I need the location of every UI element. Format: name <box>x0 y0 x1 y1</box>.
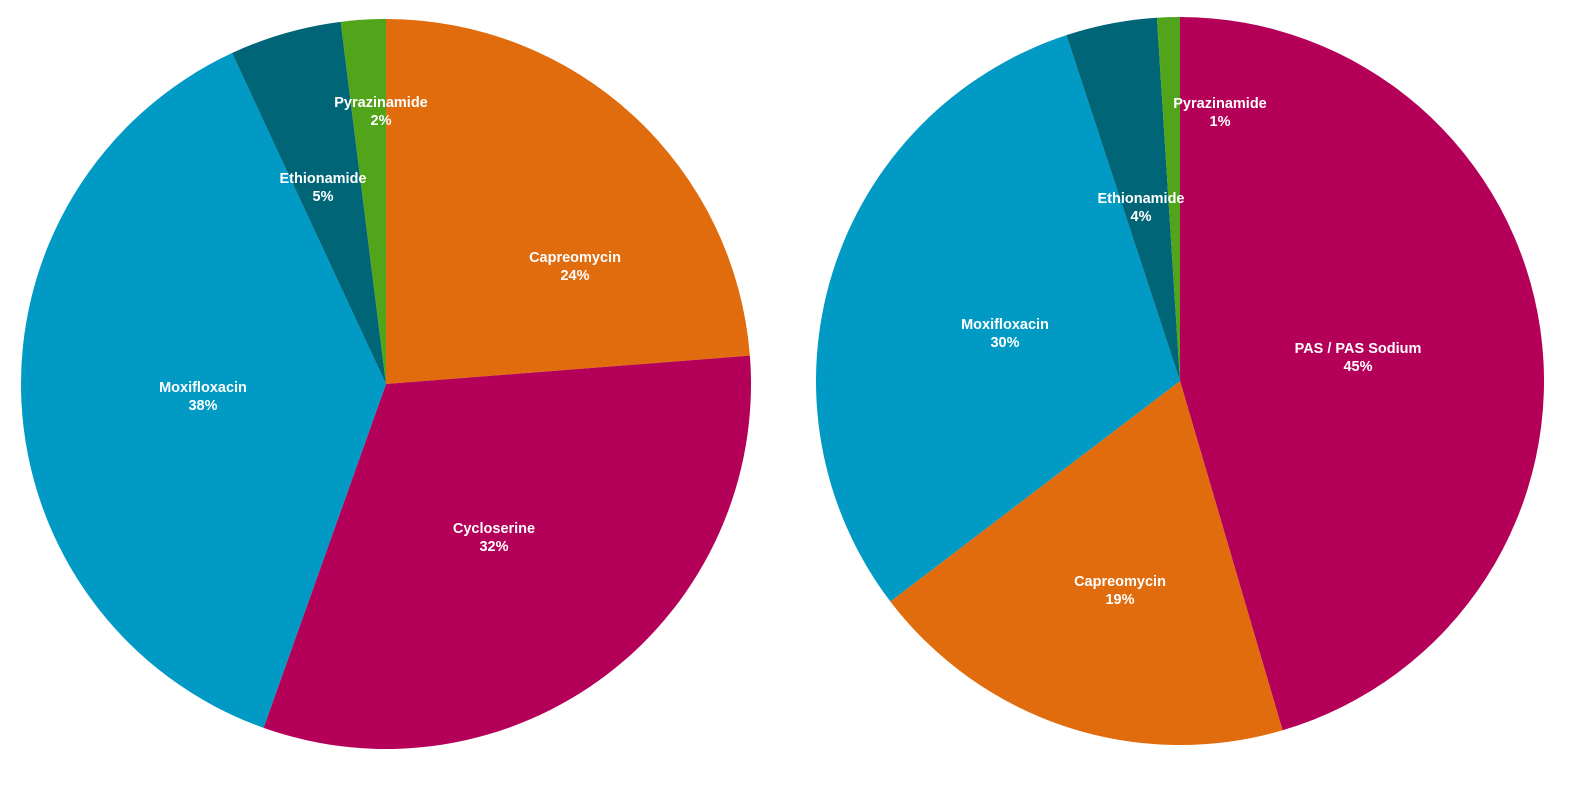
pie-slice-ethionamide <box>1066 17 1180 381</box>
pie-slice-ethionamide <box>232 21 386 384</box>
slice-percent: 1% <box>1210 114 1231 130</box>
pie-slices <box>20 19 752 749</box>
pie-slices <box>815 16 1545 746</box>
slice-percent: 24% <box>560 268 589 284</box>
slice-percent: 30% <box>990 335 1019 351</box>
pie-slice-moxifloxacin <box>815 35 1180 602</box>
slice-percent: 5% <box>313 189 334 205</box>
slice-name: Moxifloxacin <box>961 317 1049 333</box>
slice-label-capreomycin: Capreomycin 19% <box>1074 574 1166 608</box>
slice-name: PAS / PAS Sodium <box>1295 341 1422 357</box>
pie-slice-pyrazinamide <box>1156 16 1180 381</box>
slice-percent: 4% <box>1131 209 1152 225</box>
slice-label-cycloserine: Cycloserine 32% <box>453 521 535 555</box>
slice-label-capreomycin: Capreomycin 24% <box>529 250 621 284</box>
slice-name: Ethionamide <box>1097 191 1184 207</box>
slice-label-ethionamide: Ethionamide 4% <box>1097 191 1184 225</box>
slice-percent: 2% <box>371 113 392 129</box>
slice-name: Capreomycin <box>529 250 621 266</box>
pie-slice-capreomycin <box>386 19 750 384</box>
slice-label-moxifloxacin: Moxifloxacin 38% <box>159 380 247 414</box>
slice-label-pas-pas-sodium: PAS / PAS Sodium 45% <box>1295 341 1422 375</box>
pie-chart-right: PAS / PAS Sodium 45% Capreomycin 19% Moxiflo… <box>815 16 1545 746</box>
pie-labels: Capreomycin 24% Cycloserine 32% Moxifloxacin… <box>159 95 621 555</box>
slice-percent: 38% <box>188 398 217 414</box>
slice-label-ethionamide: Ethionamide 5% <box>279 171 366 205</box>
pie-slice-pyrazinamide <box>340 19 386 384</box>
slice-percent: 45% <box>1343 359 1372 375</box>
slice-name: Pyrazinamide <box>1173 96 1267 112</box>
slice-name: Ethionamide <box>279 171 366 187</box>
slice-name: Capreomycin <box>1074 574 1166 590</box>
slice-label-moxifloxacin: Moxifloxacin 30% <box>961 317 1049 351</box>
pie-chart-left: Capreomycin 24% Cycloserine 32% Moxifloxacin… <box>20 19 752 749</box>
pie-labels: PAS / PAS Sodium 45% Capreomycin 19% Moxiflo… <box>961 96 1421 608</box>
slice-label-pyrazinamide: Pyrazinamide 2% <box>334 95 428 129</box>
pie-slice-cycloserine <box>263 355 752 749</box>
pie-slice-capreomycin <box>890 381 1283 746</box>
slice-label-pyrazinamide: Pyrazinamide 1% <box>1173 96 1267 130</box>
slice-percent: 32% <box>479 539 508 555</box>
slice-percent: 19% <box>1105 592 1134 608</box>
pie-slice-pas-pas-sodium <box>1180 17 1545 731</box>
slice-name: Pyrazinamide <box>334 95 428 111</box>
slice-name: Cycloserine <box>453 521 535 537</box>
pie-slice-moxifloxacin <box>20 53 387 728</box>
slice-name: Moxifloxacin <box>159 380 247 396</box>
